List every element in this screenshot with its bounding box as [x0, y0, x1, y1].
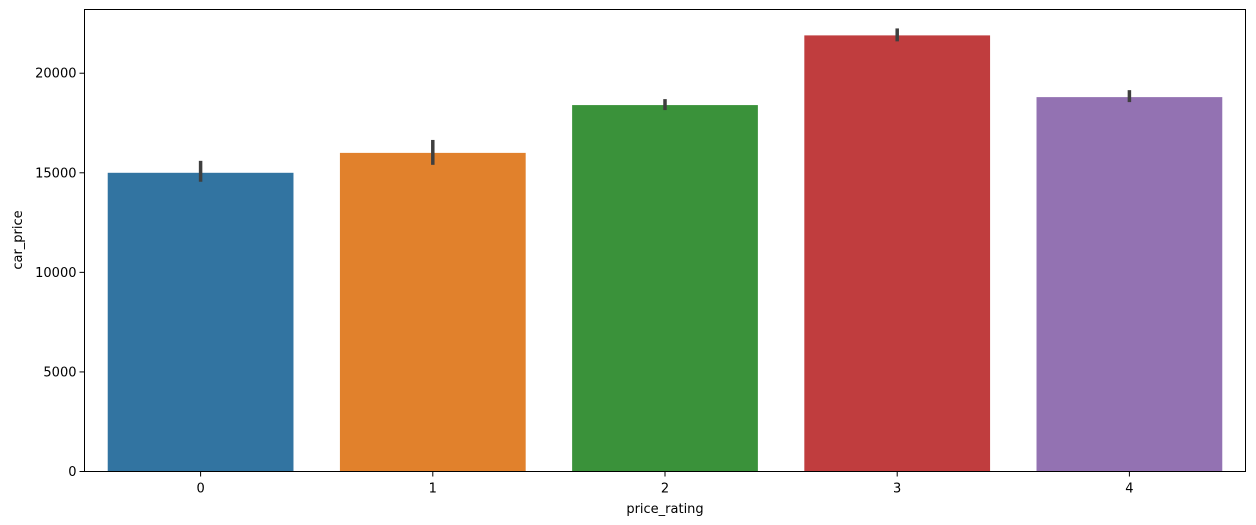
y-tick-label-5000: 5000	[43, 365, 76, 380]
y-tick-label-0: 0	[68, 465, 76, 480]
x-tick-label-1: 1	[429, 482, 437, 497]
x-axis-label: price_rating	[626, 502, 703, 517]
x-axis: 0 1 2 3 4	[196, 471, 1134, 497]
x-tick-label-4: 4	[1125, 482, 1133, 497]
x-tick-label-2: 2	[661, 482, 669, 497]
error-bars-group	[198, 28, 1132, 182]
y-tick-label-15000: 15000	[35, 166, 76, 181]
y-tick-label-20000: 20000	[35, 67, 76, 82]
bar-2	[572, 105, 758, 472]
x-tick-label-0: 0	[196, 482, 204, 497]
y-axis: 0 5000 10000 15000 20000	[35, 67, 85, 480]
bars-group	[107, 35, 1223, 472]
bar-4	[1036, 97, 1223, 472]
bar-1	[339, 152, 526, 472]
bar-0	[107, 172, 294, 472]
bar-3	[804, 35, 991, 472]
y-tick-label-10000: 10000	[35, 266, 76, 281]
y-axis-label: car_price	[11, 210, 26, 269]
x-tick-label-3: 3	[893, 482, 901, 497]
